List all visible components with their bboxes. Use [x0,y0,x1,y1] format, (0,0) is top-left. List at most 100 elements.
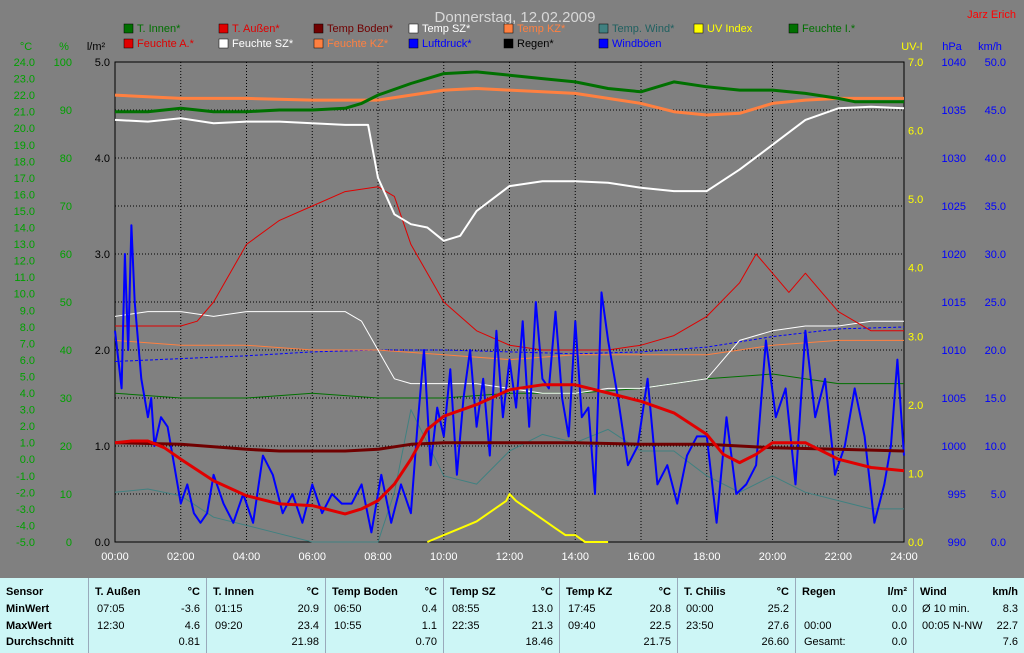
legend-swatch [218,23,229,34]
axis-tick-label-pressure: 1015 [942,297,966,309]
stats-row: 0.70 [326,636,443,650]
axis-tick-label-temp: 20.0 [14,123,35,135]
stats-time: 07:05 [97,603,125,615]
legend-label: Temp KZ* [517,23,566,35]
x-tick-label: 22:00 [824,551,852,563]
axis-tick-label-pressure: 995 [948,489,966,501]
axis-tick-label-rain: 3.0 [95,249,110,261]
legend-label: T. Innen* [137,23,181,35]
legend-swatch [503,38,514,49]
axis-tick-label-temp: 6.0 [20,355,35,367]
stats-value: 0.4 [421,603,437,615]
stats-row: 12:30 4.6 [89,620,206,634]
stats-row-label: MinWert [6,603,50,615]
stats-row: 09:40 22.5 [560,620,677,634]
legend-label: UV Index [707,23,753,35]
stats-time: 23:50 [686,619,714,632]
legend-item: Feuchte I.* [788,23,856,35]
stats-sensor-block: Sensor MinWert MaxWert Durchschnitt [0,578,88,653]
axis-tick-label-humidity: 70 [60,201,72,213]
stats-value: 20.9 [297,603,319,615]
axis-unit-temp: °C [20,41,32,53]
axis-tick-label-temp: 21.0 [14,107,35,119]
axis-tick-label-pressure: 1040 [942,57,966,69]
axis-tick-label-humidity: 80 [60,153,72,165]
legend-swatch [313,38,324,49]
legend-swatch [598,38,609,49]
legend-swatch [408,23,419,34]
stats-block: Wind km/h Ø 10 min. 8.3 00:05 N-NW 22.7 7.6 [913,578,1024,653]
x-tick-label: 06:00 [298,551,326,563]
legend-label: Temp. Wind* [612,23,675,35]
axis-tick-label-humidity: 50 [60,297,72,309]
stats-block-title: T. Chilis [684,586,726,598]
stats-block: Regen l/m² 0.0 00:00 0.0 Gesamt: 0.0 [795,578,913,653]
stats-value: 0.0 [891,603,907,615]
stats-value: 26.60 [761,636,789,648]
legend-item: Feuchte A.* [123,38,195,50]
legend-item: Regen* [503,38,554,50]
axis-tick-label-wind: 45.0 [985,105,1006,117]
axis-tick-label-wind: 40.0 [985,153,1006,165]
chart-title: Donnerstag, 12.02.2009 [435,9,596,26]
axis-tick-label-temp: 2.0 [20,421,35,433]
stats-value: 20.8 [649,603,671,615]
stats-block-unit: °C [540,586,553,598]
legend-item: Luftdruck* [408,38,472,50]
legend-item: Temp KZ* [503,23,566,35]
stats-row: 23:50 27.6 [678,620,795,634]
stats-row: 08:55 13.0 [444,603,559,617]
stats-row: 01:15 20.9 [207,603,325,617]
x-tick-label: 20:00 [759,551,787,563]
x-tick-label: 14:00 [561,551,589,563]
legend-swatch [123,38,134,49]
series-line-feuchte_sz [114,311,904,394]
axis-tick-label-wind: 30.0 [985,249,1006,261]
axis-unit-humidity: % [59,41,69,53]
axis-tick-label-pressure: 1020 [942,249,966,261]
stats-time: 10:55 [334,619,362,632]
stats-block-unit: °C [424,586,437,598]
stats-row: 00:05 N-NW 22.7 [914,620,1024,634]
axis-tick-label-temp: 24.0 [14,57,35,69]
axis-tick-label-rain: 5.0 [95,57,110,69]
legend-label: Windböen [612,38,662,50]
axis-tick-label-temp: -5.0 [16,537,35,549]
stats-block-title: T. Außen [95,586,141,598]
stats-value: 4.6 [184,619,200,632]
legend-item: Windböen [598,38,662,50]
axis-tick-label-temp: 9.0 [20,305,35,317]
stats-block: T. Innen °C 01:15 20.9 09:20 23.4 21.98 [206,578,325,653]
legend-label: Feuchte A.* [137,38,195,50]
legend-label: T. Außen* [232,23,280,35]
legend: T. Innen* T. Außen* Temp Boden* Temp SZ* Tem… [123,23,856,50]
legend-label: Feuchte KZ* [327,38,389,50]
stats-row: 09:20 23.4 [207,620,325,634]
axis-tick-label-temp: 8.0 [20,322,35,334]
legend-label: Temp Boden* [327,23,394,35]
axis-tick-label-temp: 13.0 [14,239,35,251]
axis-tick-label-wind: 25.0 [985,297,1006,309]
stats-row: 06:50 0.4 [326,603,443,617]
stats-time: 09:20 [215,619,243,632]
axis-tick-label-temp: 3.0 [20,405,35,417]
stats-value: 0.0 [891,619,907,632]
axis-tick-label-wind: 35.0 [985,201,1006,213]
stats-block-unit: km/h [992,586,1018,598]
stats-value: 0.81 [178,636,200,648]
chart-credit: Jarz Erich [967,9,1016,21]
axis-tick-label-uv: 1.0 [908,468,923,480]
stats-row: 7.6 [914,636,1024,650]
axis-unit-uv: UV-I [901,41,922,53]
axis-unit-rain: l/m² [87,41,106,53]
axis-tick-label-rain: 2.0 [95,345,110,357]
stats-value: 25.2 [767,603,789,615]
axis-tick-label-temp: 14.0 [14,223,35,235]
legend-label: Luftdruck* [422,38,472,50]
stats-block: T. Außen °C 07:05 -3.6 12:30 4.6 0.81 [88,578,206,653]
stats-value: -3.6 [181,603,200,615]
stats-block-title: Temp KZ [566,586,613,598]
stats-value: 18.46 [525,636,553,648]
axis-tick-label-uv: 2.0 [908,400,923,412]
stats-value: 7.6 [1002,636,1018,648]
